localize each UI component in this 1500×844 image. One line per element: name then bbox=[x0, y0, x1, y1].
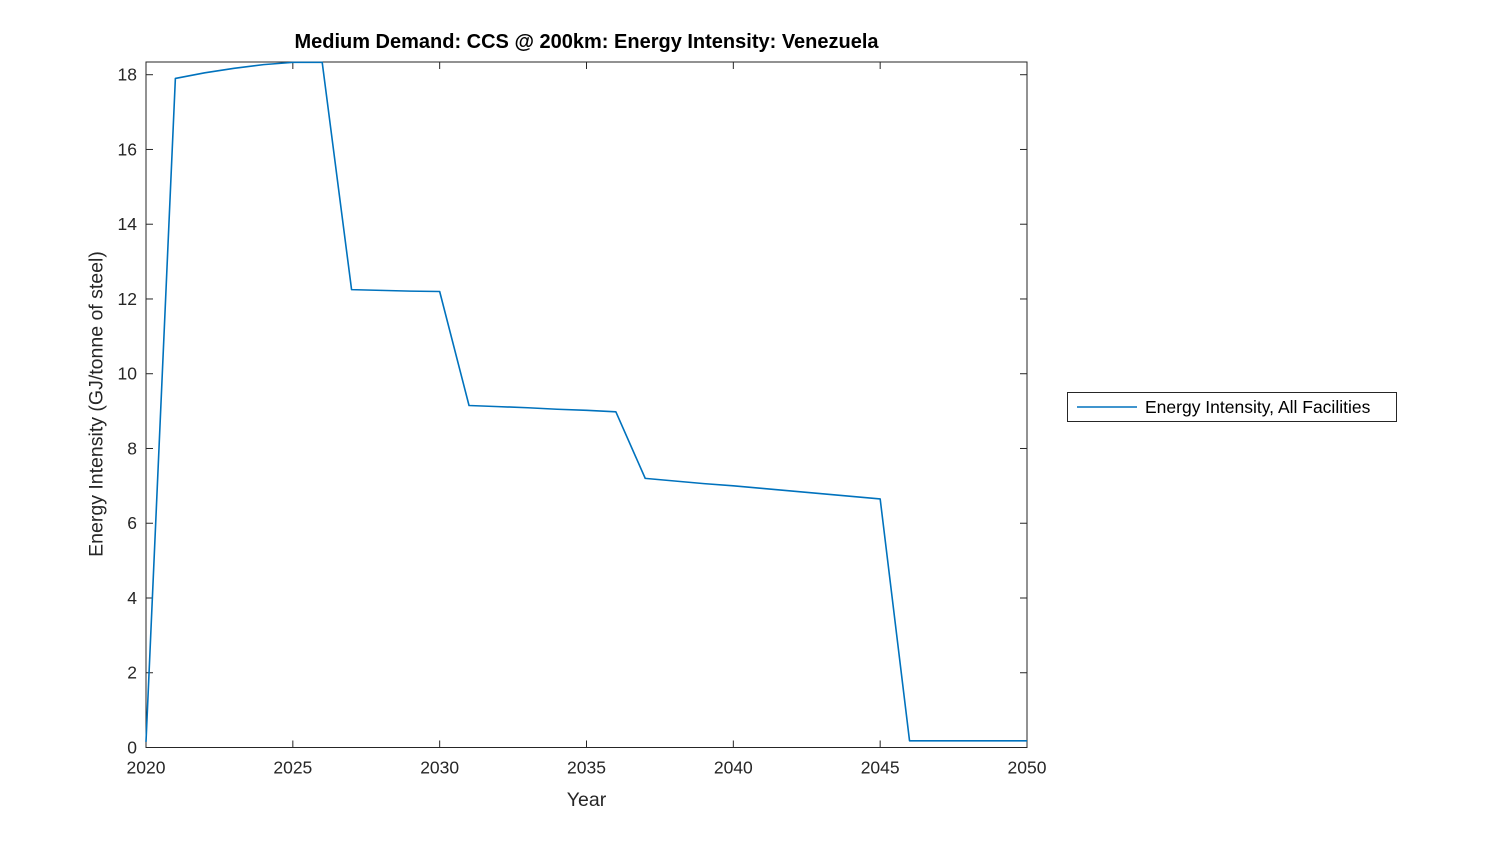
y-tick-label: 2 bbox=[127, 663, 137, 683]
x-tick-label: 2040 bbox=[714, 758, 753, 778]
y-tick-label: 18 bbox=[118, 65, 137, 85]
x-tick-label: 2030 bbox=[420, 758, 459, 778]
x-tick-label: 2025 bbox=[273, 758, 312, 778]
x-tick-label: 2020 bbox=[127, 758, 166, 778]
x-axis-label: Year bbox=[566, 789, 607, 811]
x-tick-label: 2045 bbox=[861, 758, 900, 778]
x-tick-label: 2050 bbox=[1008, 758, 1047, 778]
chart-title: Medium Demand: CCS @ 200km: Energy Inten… bbox=[294, 31, 879, 53]
legend: Energy Intensity, All Facilities bbox=[1067, 392, 1397, 422]
y-tick-label: 12 bbox=[118, 289, 137, 309]
legend-label: Energy Intensity, All Facilities bbox=[1145, 396, 1371, 417]
series-line bbox=[145, 61, 1027, 742]
axes-box bbox=[145, 61, 1028, 748]
x-tick-label: 2035 bbox=[567, 758, 606, 778]
y-tick-label: 14 bbox=[118, 214, 138, 234]
y-tick-label: 8 bbox=[127, 438, 137, 458]
y-tick-label: 4 bbox=[127, 588, 137, 608]
legend-line-sample bbox=[1077, 406, 1137, 408]
y-tick-label: 6 bbox=[127, 513, 137, 533]
y-axis-label: Energy Intensity (GJ/tonne of steel) bbox=[85, 251, 108, 557]
y-tick-label: 0 bbox=[127, 738, 137, 758]
y-tick-label: 10 bbox=[118, 364, 138, 384]
y-tick-label: 16 bbox=[118, 139, 137, 159]
